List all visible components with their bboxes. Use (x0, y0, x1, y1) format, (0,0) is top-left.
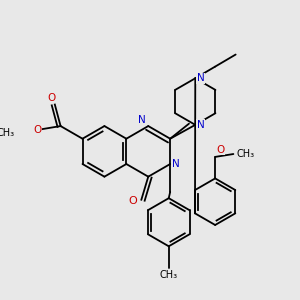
Text: O: O (128, 196, 137, 206)
Text: N: N (197, 73, 205, 83)
Text: CH₃: CH₃ (236, 149, 254, 159)
Text: O: O (217, 145, 225, 154)
Text: CH₃: CH₃ (0, 128, 14, 138)
Text: N: N (197, 120, 205, 130)
Text: O: O (34, 125, 42, 135)
Text: N: N (172, 159, 180, 169)
Text: CH₃: CH₃ (160, 270, 178, 280)
Text: O: O (48, 93, 56, 103)
Text: N: N (138, 115, 146, 124)
